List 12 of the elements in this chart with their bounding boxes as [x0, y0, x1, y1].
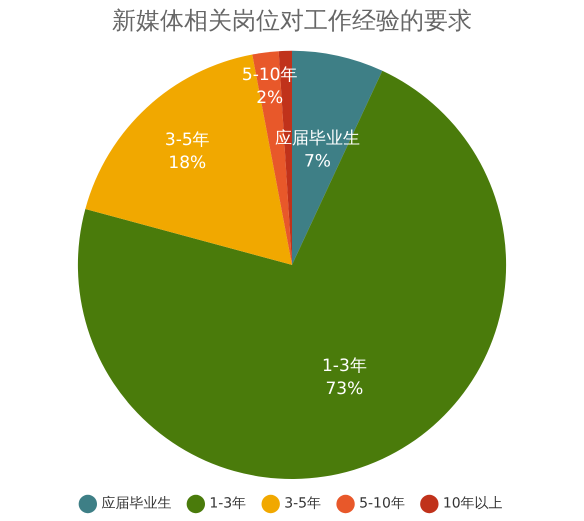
legend-label: 10年以上	[442, 496, 503, 512]
data-label: 2%	[256, 88, 284, 108]
slice-label: 1-3年	[322, 356, 367, 376]
chart-title: 新媒体相关岗位对工作经验的要求	[112, 6, 472, 35]
data-label: 7%	[304, 151, 331, 172]
data-label: 18%	[168, 153, 206, 174]
legend-label: 3-5年	[284, 496, 322, 512]
data-label: 73%	[325, 378, 364, 399]
legend-label: 1-3年	[209, 496, 246, 512]
legend-label: 5-10年	[359, 496, 405, 512]
legend-label: 应届毕业生	[101, 496, 172, 512]
slice-label: 3-5年	[164, 130, 210, 150]
